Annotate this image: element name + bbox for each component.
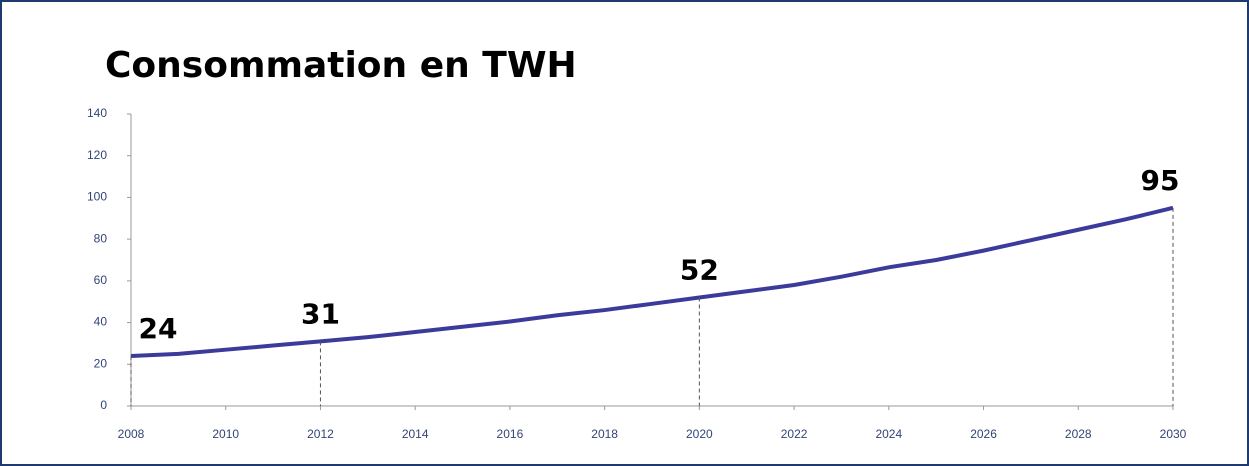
series-line — [130, 205, 1174, 358]
y-tick-label: 40 — [94, 315, 108, 329]
x-tick-label: 2030 — [1160, 427, 1187, 441]
y-tick-label: 20 — [94, 356, 108, 370]
x-tick-label: 2018 — [591, 427, 618, 441]
chart-title: Consommation en TWH — [105, 45, 577, 86]
y-tick-label: 140 — [87, 106, 107, 120]
x-tick-label: 2022 — [781, 427, 808, 441]
y-tick-label: 0 — [100, 398, 107, 412]
data-label: 95 — [1141, 164, 1180, 197]
data-label: 31 — [301, 297, 340, 330]
x-tick-label: 2010 — [212, 427, 239, 441]
x-tick-label: 2008 — [118, 427, 145, 441]
x-tick-label: 2020 — [686, 427, 713, 441]
x-tick-label: 2012 — [307, 427, 334, 441]
x-tick-label: 2016 — [497, 427, 524, 441]
x-tick-label: 2026 — [970, 427, 997, 441]
y-tick-label: 60 — [94, 273, 108, 287]
y-tick-label: 100 — [87, 190, 107, 204]
data-label: 24 — [139, 312, 178, 345]
data-label: 52 — [680, 254, 719, 287]
x-tick-label: 2014 — [402, 427, 429, 441]
y-tick-label: 120 — [87, 148, 107, 162]
x-tick-label: 2024 — [875, 427, 902, 441]
y-tick-label: 80 — [94, 231, 108, 245]
x-tick-label: 2028 — [1065, 427, 1092, 441]
